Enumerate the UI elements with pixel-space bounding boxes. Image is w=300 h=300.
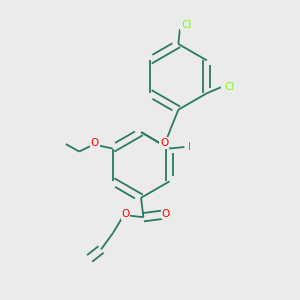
Text: Cl: Cl bbox=[225, 82, 235, 92]
Text: O: O bbox=[161, 208, 170, 219]
Text: I: I bbox=[188, 142, 191, 152]
Text: O: O bbox=[91, 138, 99, 148]
Text: Cl: Cl bbox=[181, 20, 192, 31]
Text: O: O bbox=[122, 209, 130, 219]
Text: O: O bbox=[160, 138, 169, 148]
